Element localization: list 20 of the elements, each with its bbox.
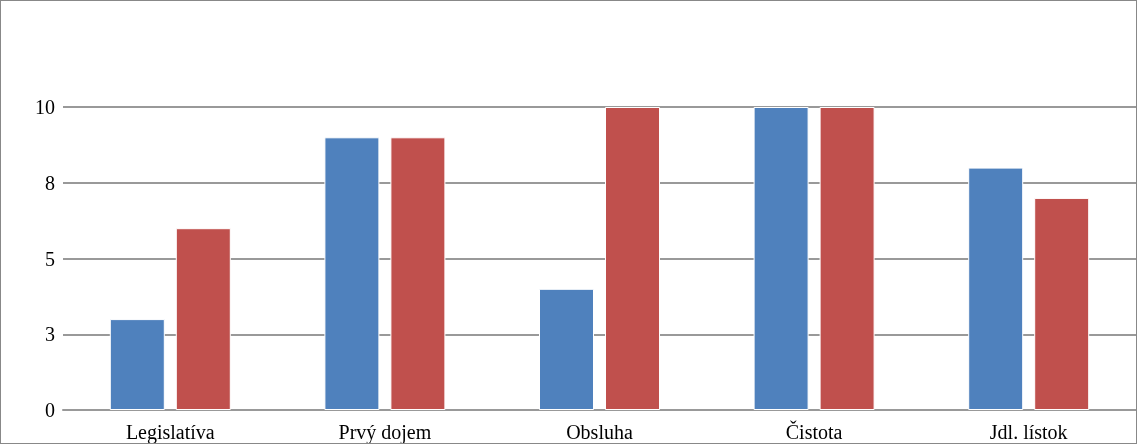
- x-tick-label: Jdl. lístok: [989, 421, 1068, 443]
- bar: [539, 288, 594, 410]
- x-tick-label: Prvý dojem: [338, 421, 432, 444]
- y-tick-label: 8: [45, 171, 55, 194]
- bar: [390, 137, 446, 410]
- bar: [324, 137, 380, 410]
- bar: [819, 107, 875, 410]
- bar: [968, 167, 1024, 410]
- bar: [109, 319, 165, 410]
- x-tick-label: Čistota: [785, 420, 843, 443]
- x-tick-label: Legislatíva: [125, 421, 215, 444]
- y-tick-label: 3: [45, 323, 55, 346]
- x-tick-label: Obsluha: [566, 421, 633, 443]
- y-tick-label: 5: [45, 247, 55, 270]
- bar: [1034, 197, 1090, 410]
- bar: [753, 107, 809, 410]
- y-tick-label: 0: [45, 399, 55, 421]
- bar: [175, 228, 231, 410]
- bar: [605, 107, 660, 410]
- y-tick-label: 10: [35, 96, 55, 118]
